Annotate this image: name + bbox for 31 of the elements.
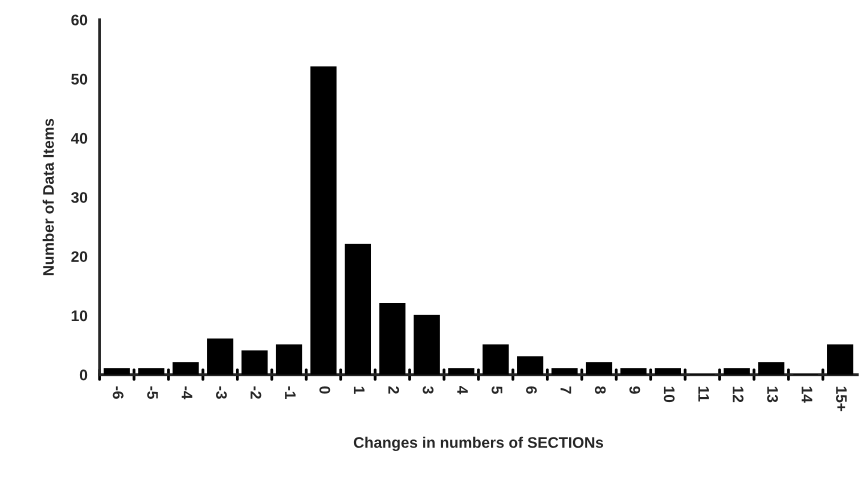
x-tick-label: 15+	[836, 386, 847, 412]
x-tick-label: -6	[112, 386, 124, 399]
y-tick-label: 20	[71, 251, 88, 262]
x-tick-label: 13	[767, 386, 778, 402]
x-tick-label: 8	[594, 386, 606, 394]
x-tick-label: 12	[732, 386, 744, 402]
x-tick-label: 14	[802, 386, 812, 403]
x-tick-label: 0	[319, 386, 330, 394]
x-tick-label: -2	[250, 386, 262, 399]
x-tick-label: -5	[147, 386, 158, 399]
y-tick-label: 50	[71, 74, 88, 85]
x-axis-title: Changes in numbers of SECTIONs	[354, 436, 604, 452]
x-tick-label: -4	[182, 386, 192, 400]
y-tick-label: 30	[71, 192, 88, 203]
x-tick-label: 1	[354, 386, 364, 394]
x-tick-label: 4	[457, 386, 468, 394]
y-tick-label: 0	[80, 370, 88, 380]
x-tick-label: 3	[422, 386, 434, 394]
x-tick-label: 11	[698, 386, 709, 402]
x-tick-label: 5	[492, 386, 502, 394]
y-tick-label: 40	[71, 132, 88, 144]
x-tick-label: 7	[560, 386, 572, 394]
x-tick-label: -1	[285, 386, 296, 399]
x-tick-label: 9	[629, 386, 640, 394]
x-tick-label: 2	[388, 386, 400, 394]
y-tick-label: 10	[72, 310, 88, 322]
x-tick-label: 10	[664, 386, 675, 402]
x-tick-label: -3	[216, 386, 227, 399]
y-tick-label: 60	[71, 14, 88, 26]
y-axis-title: Number of Data Items	[42, 118, 54, 276]
x-tick-label: 6	[526, 386, 537, 394]
